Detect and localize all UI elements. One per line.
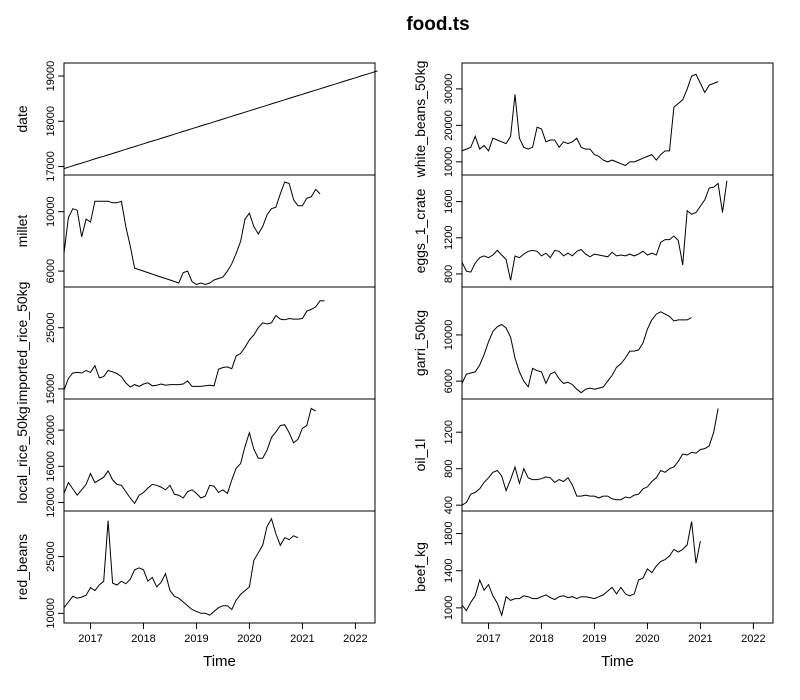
series-label-eggs_1_crate: eggs_1_crate <box>412 188 428 273</box>
y-tick-label-date: 18000 <box>45 106 57 137</box>
y-tick-label-beef_kg: 1000 <box>443 596 455 620</box>
y-tick-label-oil_1l: 400 <box>443 496 455 514</box>
y-tick-label-local_rice_50kg: 16000 <box>45 451 57 482</box>
series-label-date: date <box>14 105 30 132</box>
y-tick-label-red_beans: 25000 <box>45 541 57 572</box>
panel-frame-oil_1l <box>461 398 774 512</box>
y-tick-label-white_beans_50kg: 10000 <box>443 147 455 178</box>
series-line-date <box>63 70 378 170</box>
y-tick-label-white_beans_50kg: 20000 <box>443 110 455 141</box>
x-axis-label: Time <box>203 653 236 670</box>
panel-frame-white_beans_50kg <box>461 62 774 176</box>
series-line-white_beans_50kg <box>461 73 719 167</box>
series-line-garri_50kg <box>461 311 692 394</box>
y-tick-label-local_rice_50kg: 20000 <box>45 415 57 446</box>
series-label-millet: millet <box>14 215 30 248</box>
series-line-local_rice_50kg <box>63 407 316 505</box>
x-tick-label: 2019 <box>184 633 208 645</box>
chart-title: food.ts <box>406 14 470 35</box>
series-line-imported_rice_50kg <box>63 300 325 391</box>
x-tick-label: 2020 <box>237 633 261 645</box>
y-tick-label-white_beans_50kg: 30000 <box>443 74 455 105</box>
x-axis-label: Time <box>601 653 634 670</box>
y-tick-label-garri_50kg: 6000 <box>443 369 455 393</box>
x-tick-label: 2021 <box>688 633 712 645</box>
panel-frame-garri_50kg <box>461 286 774 400</box>
series-line-beef_kg <box>461 521 701 618</box>
y-tick-label-oil_1l: 800 <box>443 460 455 478</box>
panel-frame-millet <box>63 174 376 288</box>
y-tick-label-eggs_1_crate: 1200 <box>443 226 455 250</box>
x-tick-label: 2022 <box>741 633 765 645</box>
series-line-oil_1l <box>461 408 719 506</box>
series-line-eggs_1_crate <box>461 180 728 281</box>
series-line-red_beans <box>63 517 299 616</box>
series-label-local_rice_50kg: local_rice_50kg <box>14 406 30 503</box>
panels-group: 17000 18000 19000 date 6000 10000 millet 15000 2… <box>14 61 774 670</box>
y-tick-label-beef_kg: 1800 <box>443 521 455 545</box>
y-tick-label-date: 19000 <box>45 61 57 92</box>
series-label-garri_50kg: garri_50kg <box>412 310 428 376</box>
panel-frame-date <box>63 62 376 176</box>
y-tick-label-beef_kg: 1400 <box>443 558 455 582</box>
series-label-red_beans: red_beans <box>14 534 30 600</box>
y-tick-label-eggs_1_crate: 1600 <box>443 189 455 213</box>
panel-frame-imported_rice_50kg <box>63 286 376 400</box>
y-tick-label-millet: 6000 <box>45 259 57 283</box>
series-label-imported_rice_50kg: imported_rice_50kg <box>14 282 30 405</box>
y-tick-label-garri_50kg: 10000 <box>443 320 455 351</box>
y-tick-label-imported_rice_50kg: 25000 <box>45 312 57 343</box>
y-tick-label-millet: 10000 <box>45 196 57 227</box>
y-tick-label-local_rice_50kg: 12000 <box>45 487 57 518</box>
series-label-oil_1l: oil_1l <box>412 439 428 472</box>
x-tick-label: 2022 <box>343 633 367 645</box>
y-tick-label-eggs_1_crate: 800 <box>443 265 455 283</box>
series-line-millet <box>63 181 321 286</box>
y-tick-label-oil_1l: 1200 <box>443 420 455 444</box>
y-tick-label-red_beans: 10000 <box>45 598 57 629</box>
x-tick-label: 2021 <box>290 633 314 645</box>
x-tick-label: 2020 <box>635 633 659 645</box>
x-tick-label: 2017 <box>78 633 102 645</box>
x-tick-label: 2017 <box>476 633 500 645</box>
y-tick-label-imported_rice_50kg: 15000 <box>45 374 57 405</box>
panel-frame-local_rice_50kg <box>63 398 376 512</box>
y-tick-label-date: 17000 <box>45 151 57 182</box>
panel-frame-beef_kg <box>461 510 774 624</box>
x-tick-label: 2018 <box>529 633 553 645</box>
series-label-white_beans_50kg: white_beans_50kg <box>412 61 428 179</box>
x-tick-label: 2018 <box>131 633 155 645</box>
panel-frame-red_beans <box>63 510 376 624</box>
x-tick-label: 2019 <box>582 633 606 645</box>
series-label-beef_kg: beef_kg <box>412 542 428 592</box>
